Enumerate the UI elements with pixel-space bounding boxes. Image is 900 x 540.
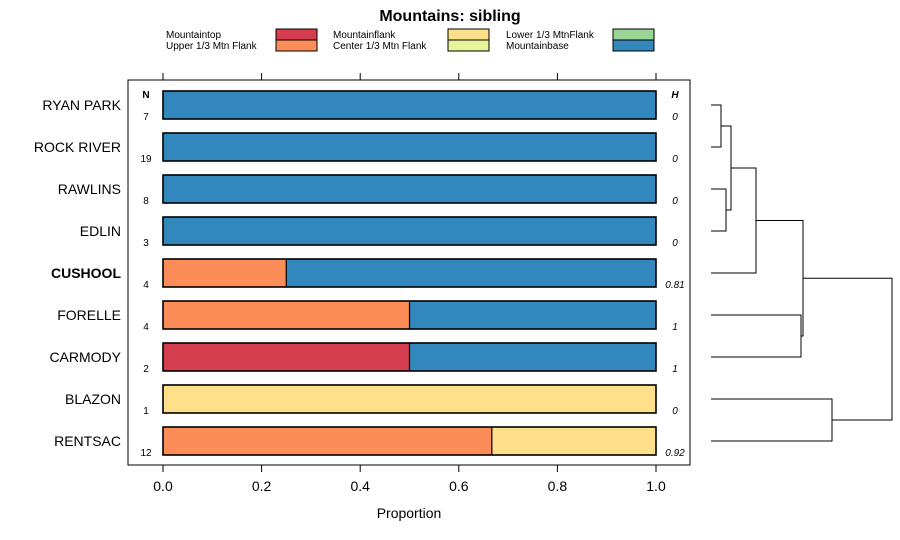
h-column: 0 0 0 0 0.81 1 1 0 0.92	[665, 112, 685, 459]
legend-label: Upper 1/3 Mtn Flank	[166, 41, 258, 52]
n-header: N	[142, 90, 149, 101]
dendrogram	[711, 104, 893, 442]
category-label: RAWLINS	[58, 181, 121, 197]
bar-segment	[163, 217, 656, 245]
n-column: 7 19 8 3 4 4 2 1 12	[140, 112, 152, 459]
bar-outline	[162, 216, 657, 246]
bar-outline	[162, 426, 657, 456]
bar-segment	[491, 427, 656, 455]
h-value: 0	[672, 238, 678, 249]
x-tick-label: 0.0	[153, 478, 173, 494]
bar-outline	[162, 342, 657, 372]
bar-segment	[163, 301, 410, 329]
legend-swatch	[447, 39, 490, 52]
legend-swatch	[447, 28, 490, 41]
n-value: 4	[143, 280, 149, 291]
h-value: 0	[672, 112, 678, 123]
n-value: 8	[143, 196, 149, 207]
chart-title: Mountains: sibling	[379, 8, 520, 25]
bar-outline	[162, 258, 657, 288]
n-value: 1	[143, 406, 149, 417]
x-tick-label: 0.4	[350, 478, 370, 494]
bar-segment	[163, 175, 656, 203]
bar-segment	[163, 259, 287, 287]
h-value: 0	[672, 196, 678, 207]
category-label: CUSHOOL	[51, 265, 121, 281]
dendrogram-link	[711, 314, 802, 358]
x-tick-label: 0.2	[252, 478, 272, 494]
legend-swatch	[275, 39, 318, 52]
x-axis: 0.0 0.2 0.4 0.6 0.8 1.0	[153, 73, 666, 494]
legend-swatch	[275, 28, 318, 41]
dendrogram-link	[711, 398, 833, 442]
legend-swatch	[612, 39, 655, 52]
n-value: 12	[140, 448, 152, 459]
dendrogram-link	[711, 104, 722, 148]
bar-segment	[163, 133, 656, 161]
n-value: 19	[140, 154, 152, 165]
dendrogram-link	[711, 188, 727, 232]
bar-segment	[163, 427, 492, 455]
bar-outline	[162, 90, 657, 120]
dendrogram-link	[711, 167, 757, 274]
dendrogram-link	[756, 220, 804, 337]
bar-segment	[163, 385, 656, 413]
h-value: 0.81	[665, 280, 684, 291]
bar-segment	[409, 301, 656, 329]
bar-outline	[162, 174, 657, 204]
category-labels: RYAN PARK ROCK RIVER RAWLINS EDLIN CUSHOOL FO…	[34, 97, 122, 449]
bars	[162, 90, 657, 456]
x-tick-label: 0.8	[548, 478, 568, 494]
category-label: CARMODY	[49, 349, 121, 365]
x-tick-label: 1.0	[646, 478, 666, 494]
category-label: RENTSAC	[54, 433, 121, 449]
dendrogram-link	[803, 277, 893, 421]
h-value: 1	[672, 364, 678, 375]
bar-segment	[286, 259, 656, 287]
category-label: FORELLE	[57, 307, 121, 323]
h-header: H	[671, 90, 679, 101]
legend-label: Lower 1/3 MtnFlank	[506, 30, 595, 41]
legend-label: Mountainbase	[506, 41, 569, 52]
category-label: BLAZON	[65, 391, 121, 407]
x-axis-label: Proportion	[377, 505, 442, 521]
n-value: 7	[143, 112, 149, 123]
bar-segment	[163, 91, 656, 119]
n-value: 2	[143, 364, 149, 375]
bar-outline	[162, 300, 657, 330]
bar-segment	[409, 343, 656, 371]
legend-label: Mountainflank	[333, 30, 396, 41]
category-label: ROCK RIVER	[34, 139, 121, 155]
n-value: 3	[143, 238, 149, 249]
h-value: 0.92	[665, 448, 685, 459]
legend-swatch	[612, 28, 655, 41]
legend-label: Mountaintop	[166, 30, 221, 41]
h-value: 0	[672, 406, 678, 417]
legend-label: Center 1/3 Mtn Flank	[333, 41, 427, 52]
category-label: RYAN PARK	[42, 97, 121, 113]
bar-outline	[162, 384, 657, 414]
category-label: EDLIN	[80, 223, 121, 239]
n-value: 4	[143, 322, 149, 333]
h-value: 0	[672, 154, 678, 165]
plot-frame	[127, 79, 691, 466]
x-tick-label: 0.6	[449, 478, 469, 494]
h-value: 1	[672, 322, 678, 333]
bar-outline	[162, 132, 657, 162]
bar-segment	[163, 343, 410, 371]
